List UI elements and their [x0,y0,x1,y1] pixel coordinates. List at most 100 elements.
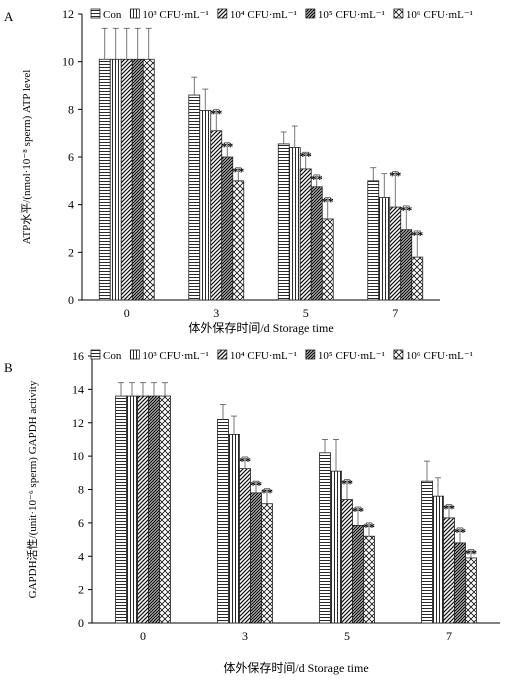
significance-label: ** [322,195,334,209]
legend-label: 10⁴ CFU·mL⁻¹ [230,350,297,362]
bar [299,168,312,301]
legend-label: Con [103,9,122,21]
bar [454,542,466,624]
gapdh-activity-chart: B 0 2 4 6 8 10 12 14 16 GAPDH活性/(unit·10⁻⁶ sperm) … [4,349,500,675]
bar [137,395,149,624]
bar [217,419,229,624]
legend-swatch [217,349,228,360]
legend-label: 10⁶ CFU·mL⁻¹ [406,9,473,21]
x-tick-label: 3 [242,629,248,643]
y-tick-label: 12 [72,416,84,430]
x-tick-label: 0 [140,629,146,643]
legend-label: Con [103,350,122,362]
bar [115,395,127,624]
bar [378,197,391,301]
bar [421,480,433,624]
bar [352,524,364,624]
bar [250,492,262,624]
y-tick-label: 6 [68,150,74,164]
y-axis-label: GAPDH活性/(unit·10⁻⁶ sperm) GAPDH activity [25,380,39,598]
bar [319,452,331,624]
x-tick-label: 0 [124,306,130,320]
significance-label: ** [454,525,466,539]
bar [239,468,251,624]
y-tick-label: 0 [78,616,84,630]
x-tick-label: 5 [344,629,350,643]
significance-label: ** [389,168,401,182]
y-tick-label: 2 [68,245,74,259]
bar [310,186,323,301]
legend-label: 10³ CFU·mL⁻¹ [142,350,209,362]
significance-label: ** [400,203,412,217]
x-tick-label: 5 [303,306,309,320]
chart-panel-a: A 0 2 4 6 8 10 12 ATP水平/(nmol·10⁻⁸ sperm) ATP le… [0,0,522,340]
legend-label: 10⁵ CFU·mL⁻¹ [318,350,385,362]
significance-label: ** [465,547,477,561]
significance-label: ** [363,520,375,534]
significance-label: ** [221,140,233,154]
bar [432,495,444,624]
bar [321,218,334,301]
significance-label: ** [300,149,312,163]
bar [210,130,223,301]
legend-swatch [90,349,101,360]
bar [142,58,155,301]
bar [367,180,380,301]
y-tick-label: 4 [68,198,74,212]
legend-label: 10³ CFU·mL⁻¹ [142,9,209,21]
bar [363,535,375,624]
significance-label: ** [239,454,251,468]
bar [288,147,301,301]
bar [232,180,245,301]
legend-swatch [90,8,101,19]
y-tick-label: 6 [78,516,84,530]
y-tick-label: 10 [72,449,84,463]
panel-label: B [4,360,13,375]
significance-label: ** [232,165,244,179]
bar [277,143,290,301]
significance-label: ** [261,486,273,500]
bar [98,58,111,301]
significance-label: ** [411,228,423,242]
significance-label: ** [352,504,364,518]
y-tick-label: 14 [72,382,84,396]
x-tick-label: 3 [213,306,219,320]
bar [109,58,122,301]
bar [148,395,160,624]
significance-label: ** [250,478,262,492]
bar [199,110,212,301]
bar [465,557,477,624]
legend-swatch [393,8,404,19]
legend-label: 10⁴ CFU·mL⁻¹ [230,9,297,21]
y-tick-label: 4 [78,549,84,563]
legend-swatch [129,8,140,19]
significance-label: ** [443,502,455,516]
legend-swatch [217,8,228,19]
y-tick-label: 2 [78,583,84,597]
bar [228,434,240,624]
bar [131,58,144,301]
x-axis-label: 体外保存时间/d Storage time [188,321,333,335]
legend-swatch [305,8,316,19]
significance-label: ** [311,172,323,186]
y-axis-label: ATP水平/(nmol·10⁻⁸ sperm) ATP level [20,70,33,245]
legend-swatch [129,349,140,360]
bar [120,58,133,301]
bar [330,470,342,624]
y-tick-label: 16 [72,349,84,363]
y-tick-label: 8 [68,102,74,116]
significance-label: ** [210,106,222,120]
bar [341,499,353,624]
bar [221,156,234,301]
x-axis-label: 体外保存时间/d Storage time [223,661,368,675]
x-tick-label: 7 [392,306,398,320]
legend-swatch [305,349,316,360]
bar [188,94,201,301]
bar [389,206,402,301]
bar [261,503,273,624]
y-tick-label: 10 [62,55,74,69]
legend-label: 10⁶ CFU·mL⁻¹ [406,350,473,362]
legend-swatch [393,349,404,360]
y-tick-label: 8 [78,483,84,497]
bar [411,256,424,301]
